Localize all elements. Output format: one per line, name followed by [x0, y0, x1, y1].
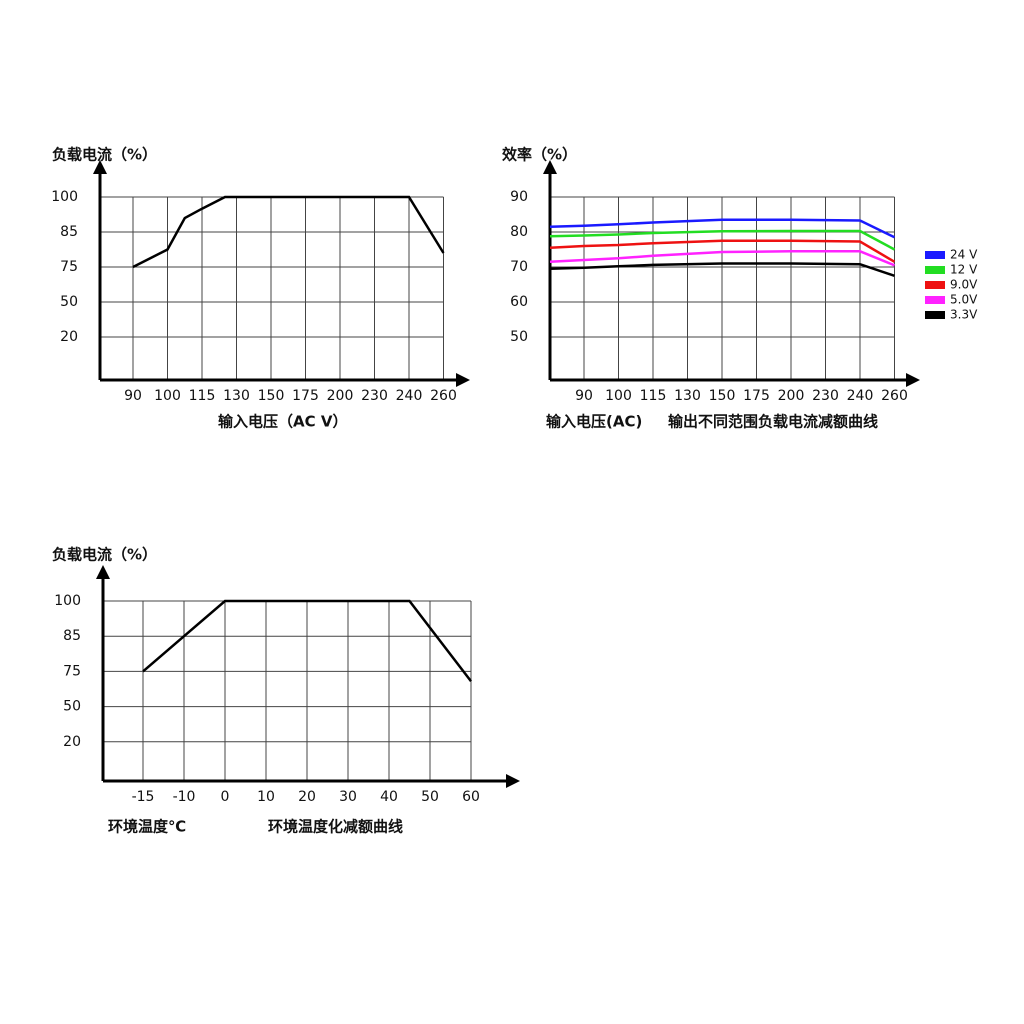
legend-swatch: [925, 311, 945, 319]
data-line: [549, 250, 895, 267]
legend-swatch: [925, 296, 945, 304]
x-axis-arrow: [506, 774, 520, 788]
caption: 环境温度化减额曲线: [268, 818, 403, 836]
y-tick-label: 75: [60, 259, 78, 275]
y-tick-label: 85: [60, 224, 78, 240]
data-line: [549, 239, 896, 263]
x-tick-label: 100: [154, 388, 181, 404]
legend-swatch: [925, 266, 945, 274]
x-tick-label: 240: [396, 388, 423, 404]
y-tick-label: 70: [510, 259, 528, 275]
x-axis-arrow: [456, 373, 470, 387]
x-tick-label: 20: [298, 789, 316, 805]
y-axis-arrow: [93, 160, 107, 174]
x-tick-label: 115: [640, 388, 667, 404]
y-tick-label: 50: [60, 294, 78, 310]
y-axis-title: 负载电流（%）: [52, 546, 157, 564]
x-tick-label: 175: [292, 388, 319, 404]
legend-swatch: [925, 251, 945, 259]
data-line: [549, 218, 896, 239]
x-tick-label: 130: [223, 388, 250, 404]
x-tick-label: 230: [361, 388, 388, 404]
x-tick-label: 175: [743, 388, 770, 404]
y-axis-title: 效率（%）: [502, 146, 577, 164]
x-axis-title: 输入电压（AC V）: [218, 413, 347, 431]
legend-label: 9.0V: [950, 278, 978, 292]
y-tick-label: 60: [510, 294, 528, 310]
y-tick-label: 75: [63, 663, 81, 679]
y-axis-arrow: [543, 160, 557, 174]
x-tick-label: 240: [847, 388, 874, 404]
data-line: [132, 195, 445, 269]
x-tick-label: 50: [421, 789, 439, 805]
x-tick-label: 100: [605, 388, 632, 404]
x-tick-label: 260: [430, 388, 457, 404]
x-tick-label: 230: [812, 388, 839, 404]
x-tick-label: 150: [258, 388, 285, 404]
data-line: [142, 599, 472, 683]
caption: 输出不同范围负载电流减额曲线: [668, 413, 878, 431]
y-tick-label: 20: [60, 329, 78, 345]
x-tick-label: 30: [339, 789, 357, 805]
data-line: [549, 229, 896, 251]
legend-label: 3.3V: [950, 308, 978, 322]
x-tick-label: 200: [778, 388, 805, 404]
x-tick-label: 260: [881, 388, 908, 404]
x-tick-label: -15: [132, 789, 155, 805]
y-axis-title: 负载电流（%）: [52, 146, 157, 164]
y-tick-label: 80: [510, 224, 528, 240]
y-tick-label: 50: [63, 699, 81, 715]
x-axis-title: 环境温度℃: [108, 818, 186, 836]
x-tick-label: -10: [173, 789, 196, 805]
legend-label: 5.0V: [950, 293, 978, 307]
x-tick-label: 40: [380, 789, 398, 805]
y-tick-label: 20: [63, 734, 81, 750]
x-tick-label: 90: [575, 388, 593, 404]
data-line: [549, 262, 895, 277]
x-axis-title: 输入电压(AC): [546, 413, 642, 431]
x-tick-label: 90: [124, 388, 142, 404]
y-tick-label: 50: [510, 329, 528, 345]
x-tick-label: 0: [221, 789, 230, 805]
y-tick-label: 90: [510, 189, 528, 205]
y-tick-label: 100: [54, 593, 81, 609]
x-tick-label: 150: [709, 388, 736, 404]
x-tick-label: 10: [257, 789, 275, 805]
legend-label: 12 V: [950, 263, 978, 277]
x-axis-arrow: [906, 373, 920, 387]
y-tick-label: 85: [63, 628, 81, 644]
x-tick-label: 60: [462, 789, 480, 805]
y-axis-arrow: [96, 565, 110, 579]
x-tick-label: 115: [189, 388, 216, 404]
x-tick-label: 200: [327, 388, 354, 404]
legend-label: 24 V: [950, 248, 978, 262]
legend-swatch: [925, 281, 945, 289]
y-tick-label: 100: [51, 189, 78, 205]
x-tick-label: 130: [674, 388, 701, 404]
